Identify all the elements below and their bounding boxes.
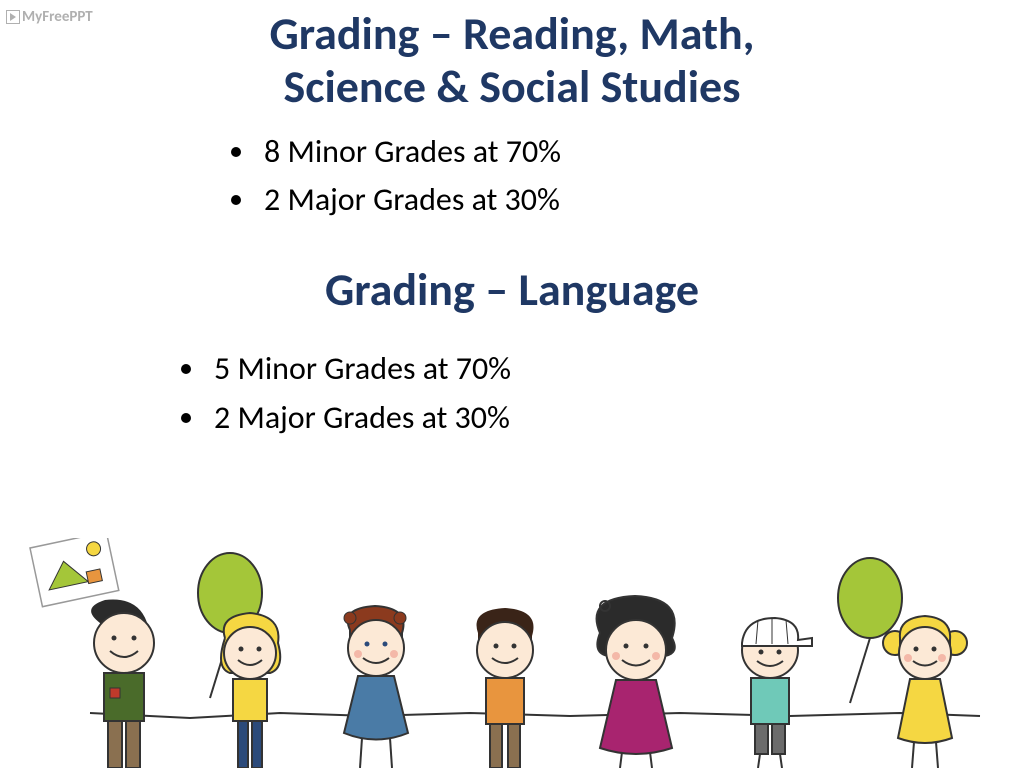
watermark-text: MyFreePPT bbox=[22, 8, 93, 26]
heading-line2: Science & Social Studies bbox=[283, 59, 740, 115]
watermark: MyFreePPT bbox=[6, 8, 93, 26]
kids-svg bbox=[0, 538, 1024, 768]
bullet-list-1: 8 Minor Grades at 70% 2 Major Grades at … bbox=[230, 128, 1024, 224]
bullet-item: 2 Major Grades at 30% bbox=[258, 176, 1024, 224]
child-7 bbox=[883, 616, 967, 768]
balloon-icon bbox=[838, 558, 902, 638]
child-4 bbox=[477, 608, 534, 768]
child-1 bbox=[91, 600, 154, 768]
heading-line1: Grading – Reading, Math, bbox=[269, 6, 754, 62]
child-5 bbox=[597, 596, 675, 768]
bullet-item: 8 Minor Grades at 70% bbox=[258, 128, 1024, 176]
heading-grading-language: Grading – Language bbox=[0, 262, 1024, 318]
child-2 bbox=[221, 613, 280, 768]
bullet-item: 2 Major Grades at 30% bbox=[208, 393, 1024, 443]
child-3 bbox=[344, 606, 408, 768]
heading-grading-subjects: Grading – Reading, Math, Science & Socia… bbox=[0, 8, 1024, 114]
slide-content: Grading – Reading, Math, Science & Socia… bbox=[0, 0, 1024, 443]
child-6 bbox=[742, 618, 812, 768]
children-illustration bbox=[0, 538, 1024, 768]
bullet-item: 5 Minor Grades at 70% bbox=[208, 344, 1024, 394]
bullet-list-2: 5 Minor Grades at 70% 2 Major Grades at … bbox=[180, 344, 1024, 443]
play-icon bbox=[6, 10, 20, 24]
